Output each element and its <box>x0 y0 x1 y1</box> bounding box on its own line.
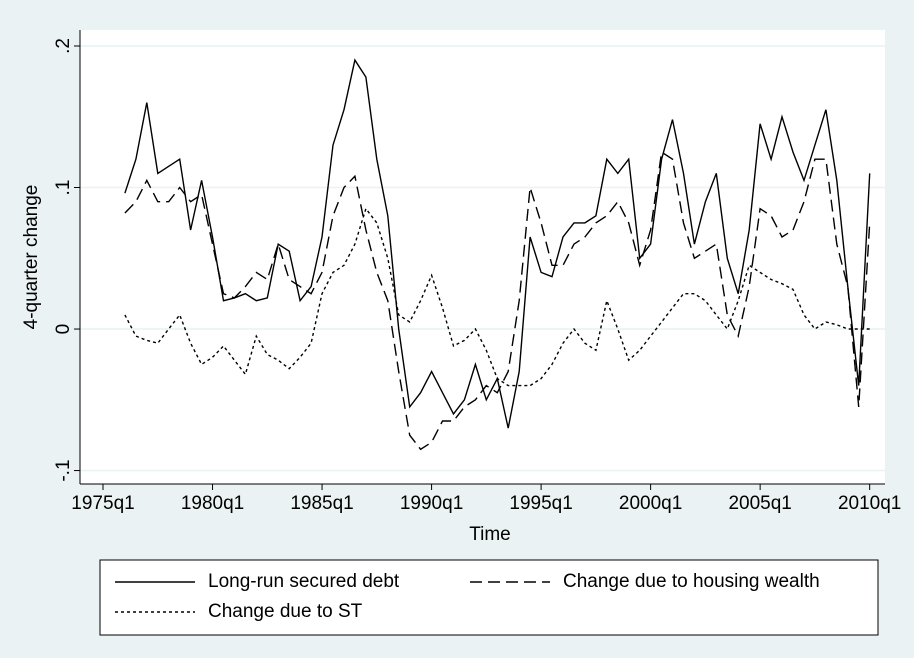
y-tick-label: 0 <box>53 324 74 335</box>
legend-label: Change due to ST <box>208 601 363 622</box>
legend <box>99 559 879 636</box>
legend-label: Long-run secured debt <box>208 571 400 592</box>
series-line <box>124 207 870 387</box>
x-axis-title: Time <box>469 524 511 545</box>
x-tick-label: 2000q1 <box>619 493 682 514</box>
x-tick-label: 1975q1 <box>71 493 134 514</box>
x-tick-label: 1995q1 <box>509 493 572 514</box>
x-tick-label: 1980q1 <box>181 493 244 514</box>
y-tick-label: .1 <box>53 180 74 196</box>
y-tick-label: -.1 <box>53 459 74 481</box>
x-tick-label: 1985q1 <box>290 493 353 514</box>
x-tick-label: 2010q1 <box>838 493 901 514</box>
x-tick-label: 2005q1 <box>728 493 791 514</box>
plot-area <box>80 30 885 484</box>
series-line <box>124 150 871 451</box>
x-tick-label: 1990q1 <box>400 493 463 514</box>
legend-label: Change due to housing wealth <box>563 571 820 592</box>
y-axis-title: 4-quarter change <box>21 185 42 330</box>
y-tick-label: .2 <box>53 38 74 54</box>
